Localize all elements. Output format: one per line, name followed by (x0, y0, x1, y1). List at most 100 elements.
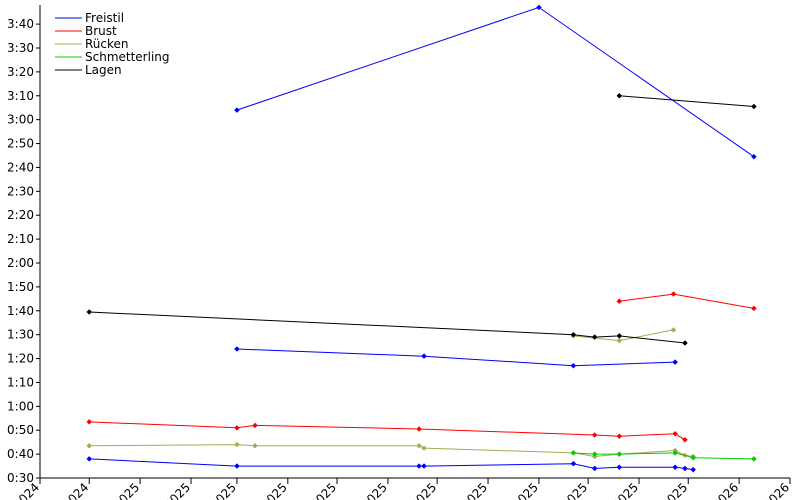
y-tick-label: 3:00 (7, 113, 34, 127)
data-point (751, 456, 757, 462)
data-point (690, 466, 697, 473)
y-tick-label: 2:00 (7, 256, 34, 270)
legend-label: Brust (85, 24, 117, 38)
data-point (570, 450, 577, 456)
data-point (570, 460, 577, 467)
data-point (234, 107, 240, 113)
x-tick-label: 06/2025 (345, 480, 390, 500)
data-point (672, 464, 678, 471)
series-line (573, 329, 674, 342)
legend-label: Rücken (85, 37, 129, 51)
y-tick-label: 1:00 (7, 399, 34, 413)
data-point (234, 463, 240, 469)
data-point (672, 450, 678, 456)
x-tick-label: 08/2025 (445, 480, 490, 500)
x-tick-label: 03/2025 (194, 480, 239, 500)
series-brust (86, 291, 757, 443)
y-tick-label: 2:50 (7, 137, 34, 151)
series-freistil (86, 4, 757, 473)
data-point (234, 424, 240, 431)
x-tick-label: 01/2025 (97, 480, 142, 500)
y-tick-label: 2:20 (7, 208, 34, 222)
data-point (421, 353, 427, 360)
data-point (616, 337, 623, 344)
legend-label: Schmetterling (85, 50, 170, 64)
x-tick-label: 04/2025 (245, 480, 290, 500)
data-point (421, 463, 427, 469)
series-line (619, 95, 754, 107)
y-tick-label: 3:20 (7, 65, 34, 79)
series-line (89, 444, 694, 458)
data-point (672, 430, 678, 437)
x-tick-label: 05/2025 (294, 480, 339, 500)
data-point (86, 309, 93, 315)
y-tick-label: 1:20 (7, 352, 34, 366)
x-tick-label: 09/2025 (496, 480, 541, 500)
x-tick-label: 10/2025 (545, 480, 590, 500)
data-point (416, 442, 422, 449)
series-line (573, 452, 754, 460)
series-schmetterling (570, 450, 757, 462)
data-point (591, 465, 598, 472)
y-tick-label: 3:40 (7, 17, 34, 31)
data-point (252, 422, 258, 429)
data-point (751, 103, 757, 110)
y-tick-label: 2:30 (7, 184, 34, 198)
x-tick-label: 07/2025 (394, 480, 439, 500)
data-point (616, 92, 623, 99)
data-point (536, 4, 542, 11)
series-line (89, 421, 686, 441)
series-layer (86, 4, 757, 473)
data-point (616, 333, 623, 339)
y-tick-label: 0:50 (7, 423, 34, 437)
y-tick-label: 3:30 (7, 41, 34, 55)
data-point (252, 442, 258, 449)
data-point (570, 362, 577, 369)
data-point (591, 432, 598, 438)
series-line (89, 458, 694, 471)
data-point (616, 451, 623, 457)
y-tick-label: 2:10 (7, 232, 34, 246)
x-tick-label: 02/2025 (148, 480, 193, 500)
data-point (690, 454, 697, 461)
data-point (616, 464, 623, 471)
data-point (421, 445, 427, 451)
x-tick-label: 11/2025 (596, 480, 641, 500)
legend-label: Lagen (85, 63, 122, 77)
series-line (619, 293, 754, 309)
data-point (682, 340, 688, 346)
data-point (234, 346, 240, 352)
x-tick-label: 12/2024 (46, 480, 91, 500)
y-tick-label: 1:50 (7, 280, 34, 294)
data-point (682, 465, 688, 472)
axes: 0:30 0:40 0:50 1:00 1:10 1:20 1:30 1:40 1:50 2:00… (0, 5, 792, 500)
data-point (616, 298, 623, 305)
data-point (591, 334, 598, 340)
data-point (751, 153, 757, 160)
data-point (670, 291, 677, 297)
data-point (616, 433, 623, 440)
series-lagen (86, 92, 757, 346)
data-point (672, 359, 678, 365)
x-tick-label: 01/2026 (696, 480, 741, 500)
y-tick-label: 0:40 (7, 447, 34, 461)
x-tick-label: 02/2026 (747, 480, 792, 500)
series-line (236, 348, 676, 367)
data-point (234, 441, 240, 448)
y-tick-label: 0:30 (7, 471, 34, 485)
y-tick-label: 1:40 (7, 304, 34, 318)
legend-label: Freistil (85, 11, 124, 25)
y-tick-label: 2:40 (7, 160, 34, 174)
y-tick-label: 3:10 (7, 89, 34, 103)
y-tick-label: 1:30 (7, 328, 34, 342)
series-line (236, 6, 755, 158)
data-point (570, 331, 577, 338)
data-point (86, 419, 93, 425)
data-point (86, 442, 93, 449)
data-point (670, 327, 677, 333)
x-tick-label: 12/2025 (645, 480, 690, 500)
data-point (416, 463, 422, 469)
y-tick-label: 1:10 (7, 375, 34, 389)
